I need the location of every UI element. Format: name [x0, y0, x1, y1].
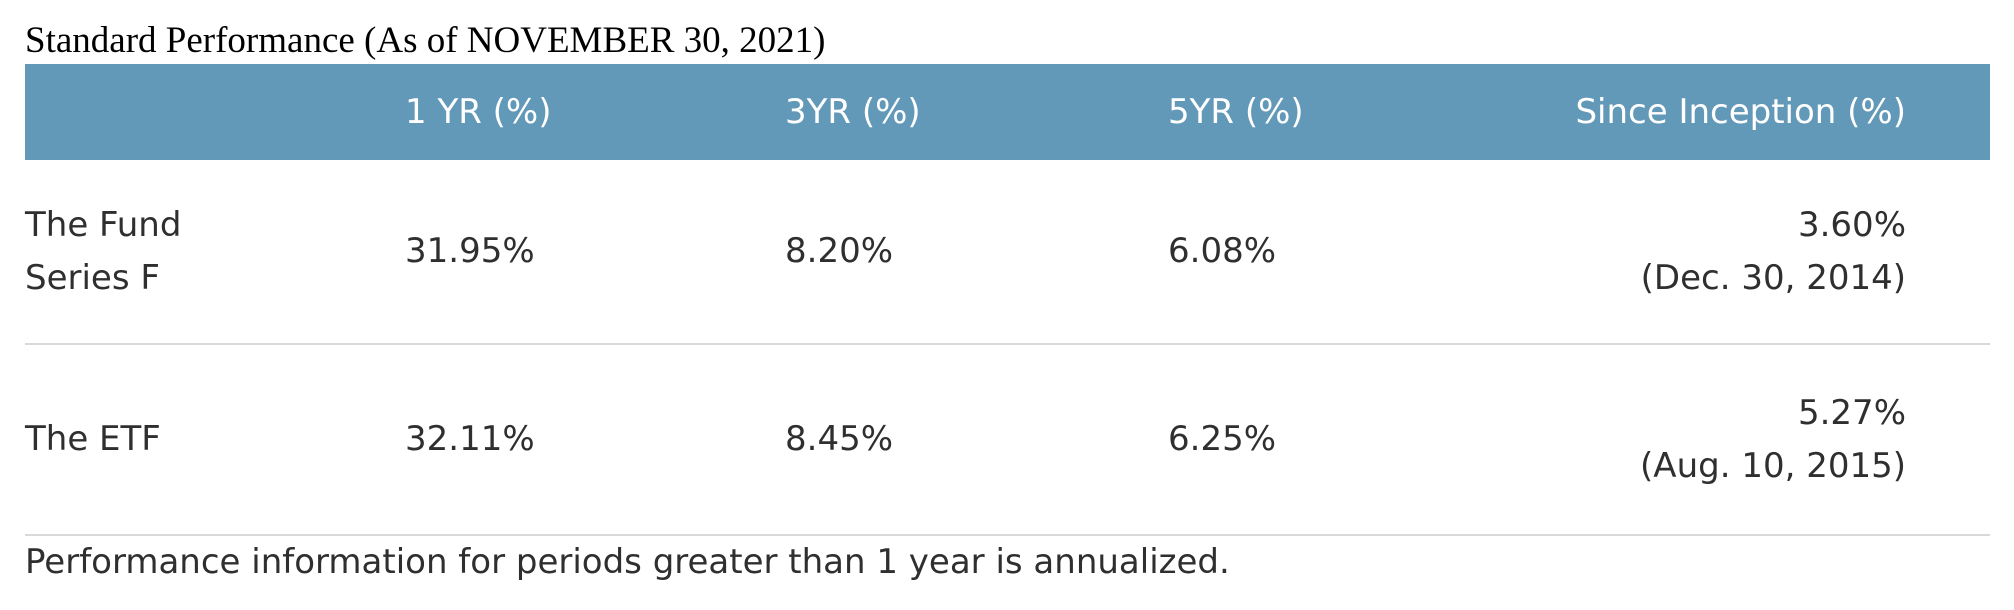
- table-row: The Fund Series F 31.95% 8.20% 6.08% 3.6…: [25, 160, 1990, 345]
- table-header-row: 1 YR (%) 3YR (%) 5YR (%) Since Inception…: [25, 64, 1990, 160]
- header-5yr: 5YR (%): [1168, 64, 1551, 160]
- one-year-return: 31.95%: [405, 160, 785, 345]
- header-fund-name: [25, 64, 405, 160]
- five-year-return: 6.08%: [1168, 160, 1551, 345]
- since-inception-return: 5.27%: [1797, 392, 1906, 433]
- fund-name-line1: The Fund: [25, 204, 182, 245]
- fund-name-line1: The ETF: [25, 419, 161, 459]
- three-year-return: 8.45%: [785, 344, 1168, 536]
- table-row: The ETF 32.11% 8.45% 6.25% 5.27% (Aug. 1…: [25, 344, 1990, 536]
- performance-table: 1 YR (%) 3YR (%) 5YR (%) Since Inception…: [25, 64, 1990, 536]
- header-1yr: 1 YR (%): [405, 64, 785, 160]
- fund-name-cell: The ETF: [25, 344, 405, 536]
- footnote: Performance information for periods grea…: [25, 542, 1230, 582]
- page-title: Standard Performance (As of NOVEMBER 30,…: [25, 20, 826, 61]
- since-inception-return: 3.60%: [1797, 204, 1906, 245]
- inception-date: (Aug. 10, 2015): [1640, 445, 1906, 486]
- since-inception-cell: 5.27% (Aug. 10, 2015): [1551, 344, 1990, 536]
- five-year-return: 6.25%: [1168, 344, 1551, 536]
- fund-name-cell: The Fund Series F: [25, 160, 405, 345]
- three-year-return: 8.20%: [785, 160, 1168, 345]
- inception-date: (Dec. 30, 2014): [1640, 257, 1906, 298]
- header-since-inception: Since Inception (%): [1551, 64, 1990, 160]
- since-inception-cell: 3.60% (Dec. 30, 2014): [1551, 160, 1990, 345]
- header-3yr: 3YR (%): [785, 64, 1168, 160]
- fund-name-line2: Series F: [25, 257, 160, 298]
- one-year-return: 32.11%: [405, 344, 785, 536]
- performance-table-container: 1 YR (%) 3YR (%) 5YR (%) Since Inception…: [25, 64, 1990, 536]
